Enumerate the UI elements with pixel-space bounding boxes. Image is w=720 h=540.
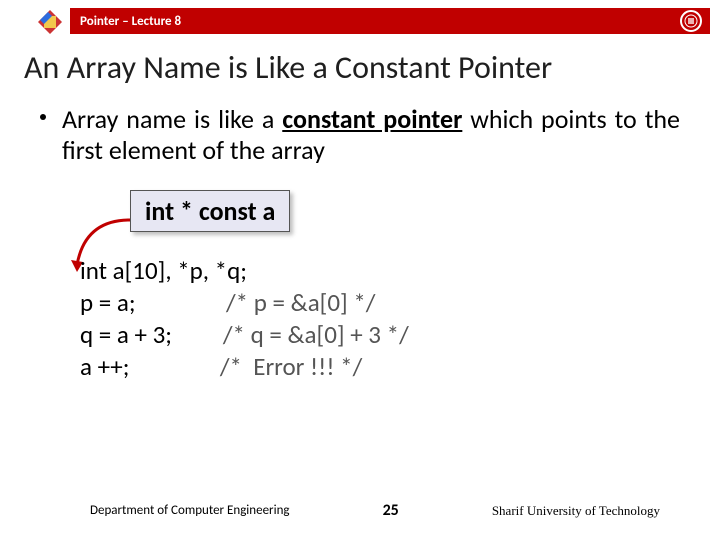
- code-l3-stmt: q = a + 3;: [80, 319, 172, 350]
- code-line-3: q = a + 3; /* q = &a[0] + 3 */: [80, 319, 409, 351]
- header-bar: Pointer – Lecture 8: [70, 8, 710, 34]
- left-logo: [30, 2, 70, 42]
- bullet-bold: constant pointer: [282, 103, 462, 135]
- code-l2-comment: /* p = &a[0] */: [226, 287, 375, 318]
- bullet-dot-icon: [40, 114, 46, 120]
- page-title: An Array Name is Like a Constant Pointer: [24, 48, 552, 87]
- code-l4-comment: /* Error !!! */: [220, 351, 362, 382]
- university-seal-icon: [680, 10, 702, 32]
- bullet-text: Array name is like a constant pointer wh…: [40, 104, 680, 166]
- page-number: 25: [383, 501, 399, 520]
- bullet-pre: Array name is like a: [62, 103, 282, 135]
- code-line-2: p = a; /* p = &a[0] */: [80, 287, 409, 319]
- lecture-label: Pointer – Lecture 8: [80, 14, 181, 29]
- code-l4-stmt: a ++;: [80, 351, 129, 382]
- code-line-4: a ++; /* Error !!! */: [80, 351, 409, 383]
- footer-university: Sharif University of Technology: [492, 503, 660, 519]
- main-bullet: Array name is like a constant pointer wh…: [40, 104, 680, 166]
- footer: Department of Computer Engineering 25 Sh…: [0, 501, 720, 520]
- code-line-1: int a[10], *p, *q;: [80, 255, 409, 287]
- code-example: int a[10], *p, *q; p = a; /* p = &a[0] *…: [80, 255, 409, 383]
- code-l2-stmt: p = a;: [80, 287, 136, 318]
- const-pointer-declaration: int * const a: [130, 190, 290, 232]
- footer-department: Department of Computer Engineering: [90, 503, 290, 518]
- code-l3-comment: /* q = &a[0] + 3 */: [223, 319, 409, 350]
